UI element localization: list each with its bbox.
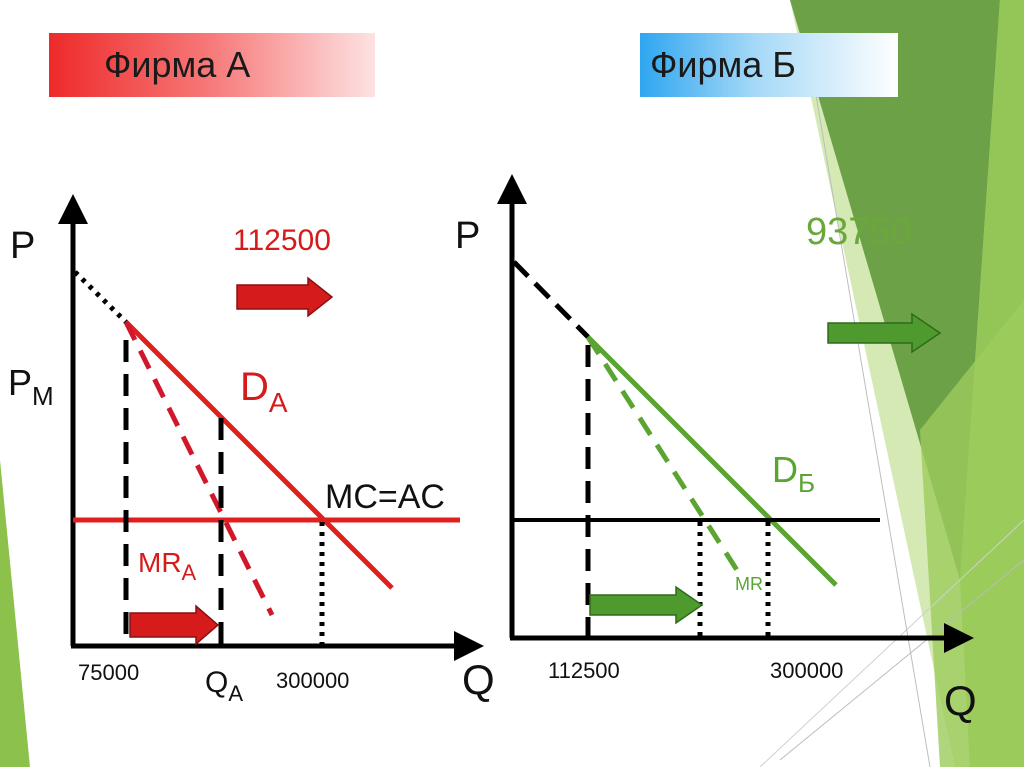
firm-b-axis-y-label: P <box>455 215 480 257</box>
bg-green-left-corner <box>0 460 30 767</box>
bg-thin-line-3 <box>809 59 931 768</box>
firm-a-qa-label: QA <box>205 666 243 706</box>
firm-b-title-text: Фирма Б <box>650 44 796 85</box>
firm-a-axis-x-label: Q <box>462 656 495 703</box>
firm-b-axis-x-label: Q <box>944 677 977 724</box>
firm-b-bottom-arrow <box>589 585 704 625</box>
firm-a-mr-line <box>123 320 275 617</box>
firm-b-value: 93750 <box>806 211 912 253</box>
firm-b-demand-line <box>586 335 838 587</box>
firm-a-axis-y-label: P <box>10 225 35 267</box>
firm-a-demand-extension <box>73 270 128 324</box>
firm-b-mr-line <box>585 335 745 580</box>
firm-a-demand-line <box>124 320 394 590</box>
firm-a-value: 112500 <box>233 224 331 257</box>
firm-b-q-left: 112500 <box>548 658 620 683</box>
firm-a-title: Фирма А <box>49 33 375 97</box>
firm-b-demand-extension <box>512 260 590 339</box>
firm-a-q-right: 300000 <box>276 668 349 693</box>
firm-a-demand-label: DA <box>240 365 288 418</box>
firm-b-q-right: 300000 <box>770 658 843 683</box>
firm-b-value-arrow <box>827 312 942 354</box>
firm-a-mr-label: MRA <box>138 547 197 585</box>
firm-a-bottom-arrow <box>129 604 220 646</box>
firm-b-title: Фирма Б <box>640 33 898 97</box>
firm-a-cost-label: MC=AC <box>325 478 445 516</box>
firm-b-mr-label: MR <box>735 574 763 594</box>
firm-b-demand-label: DБ <box>772 449 815 498</box>
bg-thin-line-2 <box>759 519 1024 768</box>
firm-a-title-text: Фирма А <box>104 44 251 85</box>
firm-a-chart: P PM 112500 DA MC=AC MRA Q 75000 QA 3000… <box>8 194 495 706</box>
firm-b-chart: P 93750 DБ MR 112500 300000 Q <box>455 174 977 724</box>
firm-a-q-left: 75000 <box>78 660 139 685</box>
bg-thin-line-1 <box>779 559 1024 761</box>
firm-a-price-label: PM <box>8 362 54 411</box>
firm-a-value-arrow <box>236 276 334 318</box>
